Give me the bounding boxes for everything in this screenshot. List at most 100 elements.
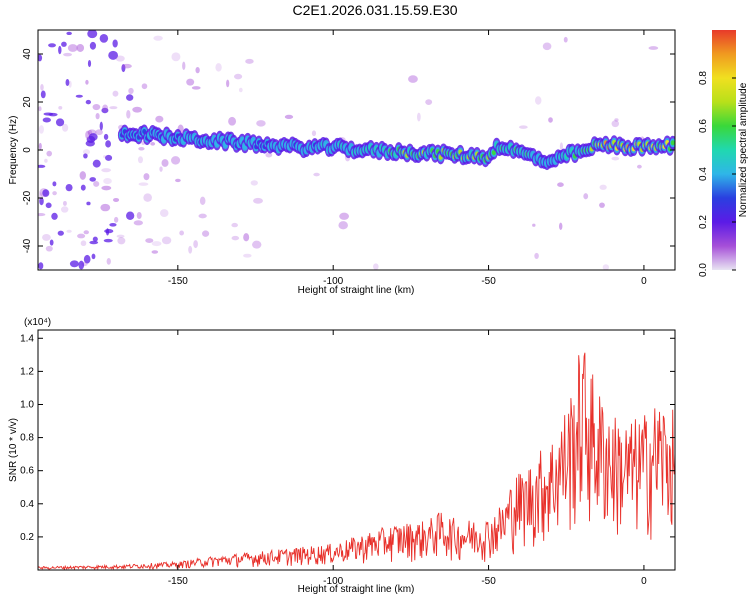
spectral-noise-blob (534, 96, 542, 105)
spectral-noise-blob (583, 193, 589, 200)
spectral-noise-blob (143, 173, 150, 181)
spectral-noise-blob (238, 87, 243, 93)
colorbar-tick-label: 0.4 (698, 167, 709, 181)
spectral-noise-blob (93, 180, 100, 187)
spectral-noise-blob (611, 120, 620, 128)
spectral-noise-blob (87, 30, 98, 39)
spectral-noise-blob (101, 185, 112, 191)
spectral-noise-blob (198, 213, 207, 219)
spectral-noise-blob (79, 171, 87, 180)
spectral-noise-blob (39, 197, 44, 206)
spectral-noise-blob (44, 158, 48, 163)
spectral-noise-blob (252, 240, 262, 249)
spectral-noise-blob (313, 172, 320, 177)
spectral-ridge-core (670, 140, 675, 146)
spectral-noise-blob (89, 41, 97, 50)
spectral-noise-blob (48, 112, 58, 117)
spectral-noise-blob (66, 31, 72, 36)
spectral-noise-blob (38, 164, 46, 168)
spectral-noise-blob (245, 58, 254, 64)
spectral-noise-blob (113, 197, 120, 202)
spectral-noise-blob (60, 206, 69, 213)
spectral-noise-blob (253, 197, 263, 204)
spectral-noise-blob (243, 253, 252, 258)
spectral-noise-blob (103, 155, 107, 159)
spectral-noise-blob (38, 125, 44, 134)
spectral-noise-blob (159, 166, 163, 172)
spectral-noise-blob (112, 90, 119, 97)
spectral-noise-blob (38, 192, 43, 201)
spectral-noise-blob (38, 142, 42, 150)
colorbar-tick-label: 0.8 (698, 71, 709, 85)
spectral-noise-blob (558, 222, 563, 230)
snr-y-tick-label: 1.2 (20, 366, 34, 377)
spectral-noise-blob (155, 115, 164, 123)
spectrogram-y-tick-label: 40 (22, 48, 33, 60)
spectral-noise-blob (108, 50, 119, 60)
spectral-noise-blob (532, 223, 536, 227)
spectral-noise-blob (136, 212, 142, 220)
spectral-noise-blob (193, 240, 198, 249)
spectral-noise-blob (199, 196, 206, 206)
spectrogram-x-tick-label: -100 (323, 276, 343, 287)
chart-title: C2E1.2026.031.15.59.E30 (292, 2, 458, 18)
spectral-noise-blob (77, 233, 86, 239)
spectral-noise-blob (265, 152, 273, 158)
spectral-noise-blob (133, 220, 143, 226)
spectrogram-xlabel: Height of straight line (km) (298, 285, 415, 296)
snr-plot-area (38, 352, 675, 570)
spectral-noise-blob (231, 222, 238, 228)
colorbar-tick-label: 0.6 (698, 119, 709, 133)
spectral-noise-blob (57, 230, 64, 236)
spectral-noise-blob (109, 106, 118, 110)
snr-y-tick-label: 1.4 (20, 333, 34, 344)
spectral-noise-blob (151, 241, 162, 247)
spectral-noise-blob (52, 191, 57, 196)
spectral-noise-blob (78, 260, 85, 270)
spectral-noise-blob (228, 116, 237, 126)
spectral-noise-blob (425, 99, 433, 105)
spectrogram-y-tick-label: -40 (22, 238, 33, 253)
spectral-noise-blob (42, 117, 51, 123)
spectral-noise-blob (284, 114, 294, 119)
spectral-noise-blob (99, 33, 109, 43)
spectral-noise-blob (88, 133, 98, 141)
spectral-noise-blob (599, 184, 607, 190)
spectral-noise-blob (105, 228, 110, 236)
spectral-noise-blob (186, 78, 195, 86)
spectral-noise-blob (126, 94, 134, 101)
spectral-noise-blob (83, 153, 88, 159)
spectral-noise-blob (548, 117, 553, 123)
spectral-noise-blob (55, 118, 65, 127)
spectral-noise-blob (250, 180, 258, 186)
spectral-noise-blob (161, 159, 169, 167)
spectrogram-y-tick-label: 0 (22, 147, 33, 153)
spectral-noise-blob (339, 212, 350, 220)
spectral-noise-blob (65, 183, 73, 192)
spectral-noise-blob (91, 253, 96, 260)
snr-y-tick-label: 0.2 (20, 532, 34, 543)
spectral-noise-blob (518, 125, 528, 129)
spectral-noise-blob (61, 41, 67, 47)
spectral-noise-blob (65, 79, 70, 87)
snr-y-tick-label: 0.4 (20, 499, 34, 510)
spectral-noise-blob (82, 149, 91, 155)
spectral-noise-blob (195, 66, 200, 74)
snr-axes: -150 -100 -50 0 0.2 0.4 0.6 0.8 1.0 1.2 1.4 (20, 330, 675, 587)
spectral-noise-blob (105, 154, 113, 161)
spectral-noise-blob (338, 221, 348, 230)
spectrogram-axes: -150 -100 -50 0 -40 -20 0 20 40 (22, 30, 675, 287)
spectral-noise-blob (46, 150, 53, 157)
snr-y-tick-label: 1.0 (20, 399, 34, 410)
spectral-noise-blob (75, 94, 83, 98)
spectral-noise-blob (102, 104, 109, 112)
snr-frame (37, 329, 676, 571)
snr-y-tick-label: 0.6 (20, 466, 34, 477)
spectral-noise-blob (106, 257, 111, 265)
spectral-noise-blob (141, 83, 148, 90)
spectral-noise-blob (117, 237, 126, 245)
spectral-noise-blob (63, 200, 67, 206)
spectral-noise-blob (92, 236, 98, 242)
spectral-noise-blob (51, 212, 58, 220)
spectral-noise-blob (52, 181, 57, 187)
